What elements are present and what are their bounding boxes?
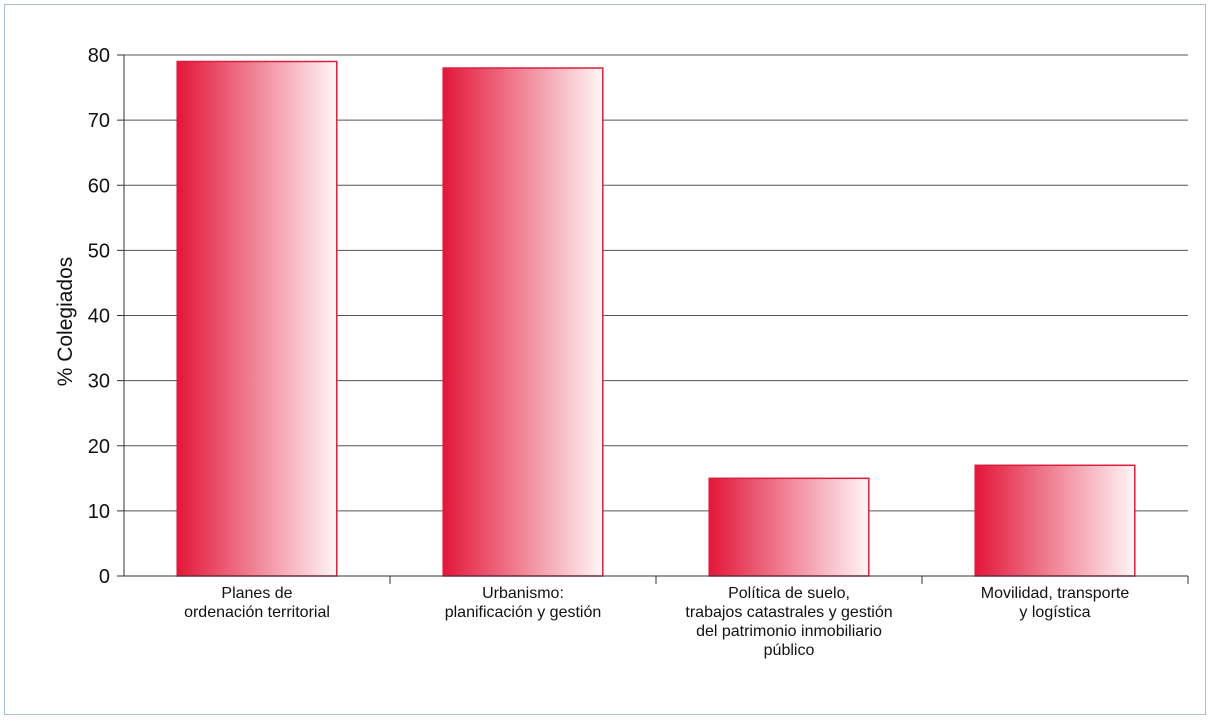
x-tick-label: Planes de ordenación territorial — [184, 585, 330, 621]
x-tick-label: Política de suelo, trabajos catastrales y… — [685, 585, 892, 659]
bar — [708, 477, 870, 577]
y-tick-label: 80 — [88, 45, 110, 67]
y-axis-title: % Colegiados — [54, 257, 77, 387]
bars — [176, 60, 1136, 577]
y-tick-label: 50 — [88, 240, 110, 262]
y-tick-label: 30 — [88, 371, 110, 393]
bar — [176, 60, 338, 577]
x-tick-label: Movilidad, transporte y logística — [981, 585, 1130, 621]
y-tick-label: 0 — [99, 566, 110, 588]
bar — [442, 67, 604, 577]
y-tick-label: 60 — [88, 175, 110, 197]
y-tick-label: 10 — [88, 501, 110, 523]
y-tick-label: 20 — [88, 436, 110, 458]
y-tick-label: 40 — [88, 306, 110, 328]
y-tick-label: 70 — [88, 110, 110, 132]
x-tick-label: Urbanismo: planificación y gestión — [445, 585, 602, 621]
axes — [117, 54, 1189, 584]
labels: 0 10 20 30 40 50 60 70 80 Planes de ordenación ter… — [54, 45, 1129, 659]
bar — [974, 464, 1136, 577]
